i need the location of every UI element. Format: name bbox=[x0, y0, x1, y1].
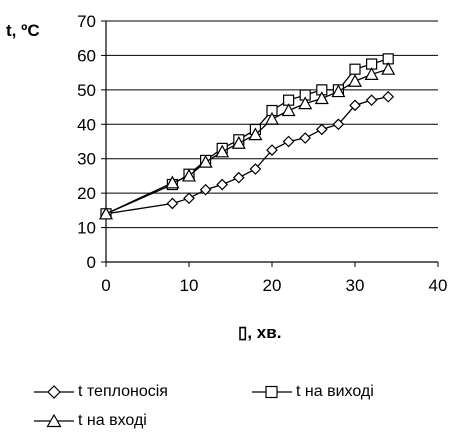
y-tick-label: 60 bbox=[77, 46, 96, 65]
series-line-2 bbox=[105, 68, 389, 215]
x-tick-label: 20 bbox=[263, 276, 282, 295]
data-point-triangle bbox=[381, 61, 396, 75]
data-point-diamond bbox=[349, 99, 361, 112]
y-tick-label: 30 bbox=[77, 150, 96, 169]
legend-label: t на вході bbox=[78, 412, 147, 429]
y-tick-label: 20 bbox=[77, 184, 96, 203]
data-point-triangle bbox=[215, 144, 230, 158]
data-point-triangle bbox=[231, 135, 246, 149]
data-point-triangle bbox=[248, 127, 263, 141]
data-point-diamond bbox=[216, 178, 229, 191]
data-point-square bbox=[349, 63, 361, 75]
legend-item-na-vykhodi: t на виході bbox=[252, 381, 374, 403]
x-tick-label: 40 bbox=[429, 276, 448, 295]
data-point-triangle bbox=[281, 103, 296, 117]
series-line-0 bbox=[105, 96, 389, 215]
data-point-diamond bbox=[365, 94, 378, 107]
x-tick-label: 30 bbox=[346, 276, 365, 295]
data-point-triangle bbox=[181, 168, 197, 182]
data-point-triangle bbox=[198, 154, 213, 168]
data-point-diamond bbox=[183, 192, 195, 205]
data-point-triangle bbox=[298, 96, 313, 110]
y-tick-label: 50 bbox=[77, 81, 96, 100]
data-point-triangle bbox=[347, 73, 363, 87]
legend-item-teplonosiia: t теплоносія bbox=[34, 381, 168, 403]
data-point-triangle bbox=[364, 67, 379, 80]
legend-triangle-marker-icon bbox=[34, 414, 74, 428]
data-point-triangle bbox=[98, 206, 114, 220]
y-tick-label: 70 bbox=[77, 12, 96, 31]
y-tick-label: 40 bbox=[77, 115, 96, 134]
y-tick-label: 0 bbox=[87, 253, 96, 272]
data-point-diamond bbox=[382, 90, 395, 103]
x-axis-label: ▯, хв. bbox=[238, 323, 282, 342]
data-point-diamond bbox=[315, 123, 328, 136]
data-point-diamond bbox=[266, 144, 278, 156]
data-point-diamond bbox=[299, 132, 312, 144]
legend-label: t теплоносія bbox=[78, 383, 168, 400]
data-point-triangle bbox=[264, 111, 280, 125]
data-point-diamond bbox=[332, 118, 345, 131]
data-point-triangle bbox=[331, 84, 346, 98]
data-point-triangle bbox=[165, 175, 180, 189]
data-point-diamond bbox=[232, 171, 245, 184]
data-point-diamond bbox=[282, 135, 295, 148]
x-tick-label: 0 bbox=[101, 276, 110, 295]
x-tick-label: 10 bbox=[180, 276, 199, 295]
data-point-diamond bbox=[166, 197, 179, 210]
legend-item-na-vkhodi: t на вході bbox=[34, 410, 147, 432]
legend-diamond-marker-icon bbox=[34, 385, 74, 399]
legend-label: t на виході bbox=[296, 383, 374, 400]
data-point-diamond bbox=[249, 163, 262, 175]
data-point-diamond bbox=[199, 183, 212, 196]
series-line-1 bbox=[105, 58, 389, 215]
y-axis-label: t, ºC bbox=[6, 21, 40, 40]
data-point-triangle bbox=[314, 91, 329, 105]
y-tick-label: 10 bbox=[77, 219, 96, 238]
legend-square-marker-icon bbox=[252, 385, 292, 399]
